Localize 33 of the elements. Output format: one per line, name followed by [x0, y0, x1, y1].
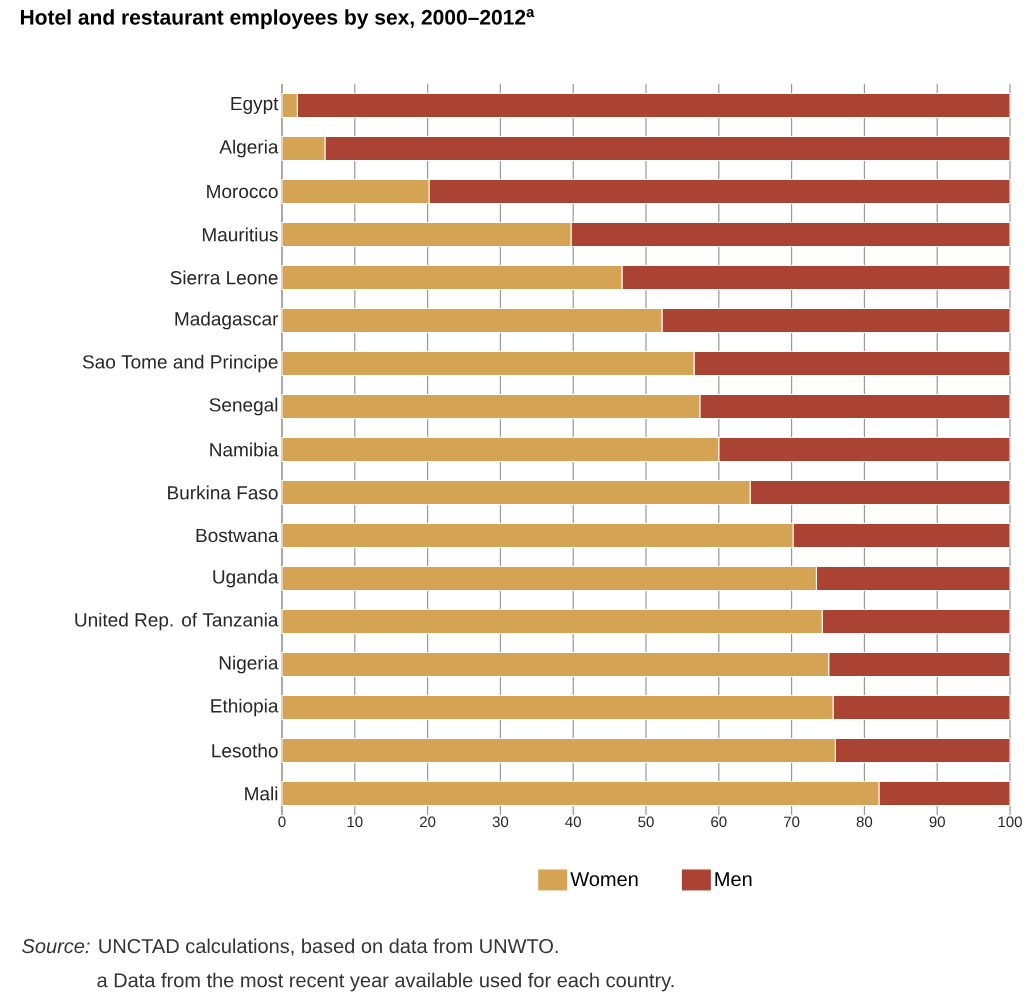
y-tick-label: United Rep. of Tanzania	[75, 612, 279, 631]
x-tick-label: 90	[929, 816, 945, 828]
x-tick-label: 70	[784, 816, 800, 828]
x-tick-label: 80	[856, 816, 873, 828]
x-tick-label: 20	[420, 816, 436, 828]
x-tick-label: 50	[638, 816, 654, 828]
x-tick-label: 40	[565, 816, 581, 828]
x-tick-label: 100	[998, 816, 1022, 828]
y-tick-label: Uganda	[213, 569, 279, 588]
text: a Data from the most recent year available used for each country.	[97, 972, 674, 992]
y-tick-label: Algeria	[219, 139, 279, 158]
y-tick-label: Sierra Leone	[170, 270, 278, 285]
x-tick-label: 30	[492, 816, 509, 828]
x-tick-label: 0	[278, 816, 286, 828]
x-tick-label: 60	[711, 816, 727, 828]
legend-label: Women	[570, 872, 638, 887]
y-tick-label: Egypt	[231, 97, 279, 115]
x-tick-label: 10	[347, 816, 363, 828]
y-tick-label: Ethiopia	[211, 698, 279, 717]
y-tick-label: Nigeria	[219, 655, 279, 674]
y-tick-label: Namibia	[210, 442, 279, 457]
y-tick-label: Sao Tome and Principe	[82, 354, 278, 373]
y-tick-label: Mali	[245, 786, 278, 801]
y-tick-label: Senegal	[209, 397, 278, 416]
text: Source: UNCTAD calculations, based on data from UNWTO.	[22, 938, 558, 956]
legend-label: Men	[715, 872, 752, 887]
y-tick-label: Burkina Faso	[168, 485, 278, 500]
chart-title: Hotel and restaurant employees by sex, 2000–2012$^{a}$	[20, 9, 535, 29]
y-tick-label: Madagascar	[175, 311, 279, 330]
y-tick-label: Lesotho	[212, 743, 278, 758]
y-tick-label: Mauritius	[202, 227, 278, 242]
y-tick-label: Morocco	[207, 184, 278, 199]
y-tick-label: Bostwana	[196, 528, 279, 543]
